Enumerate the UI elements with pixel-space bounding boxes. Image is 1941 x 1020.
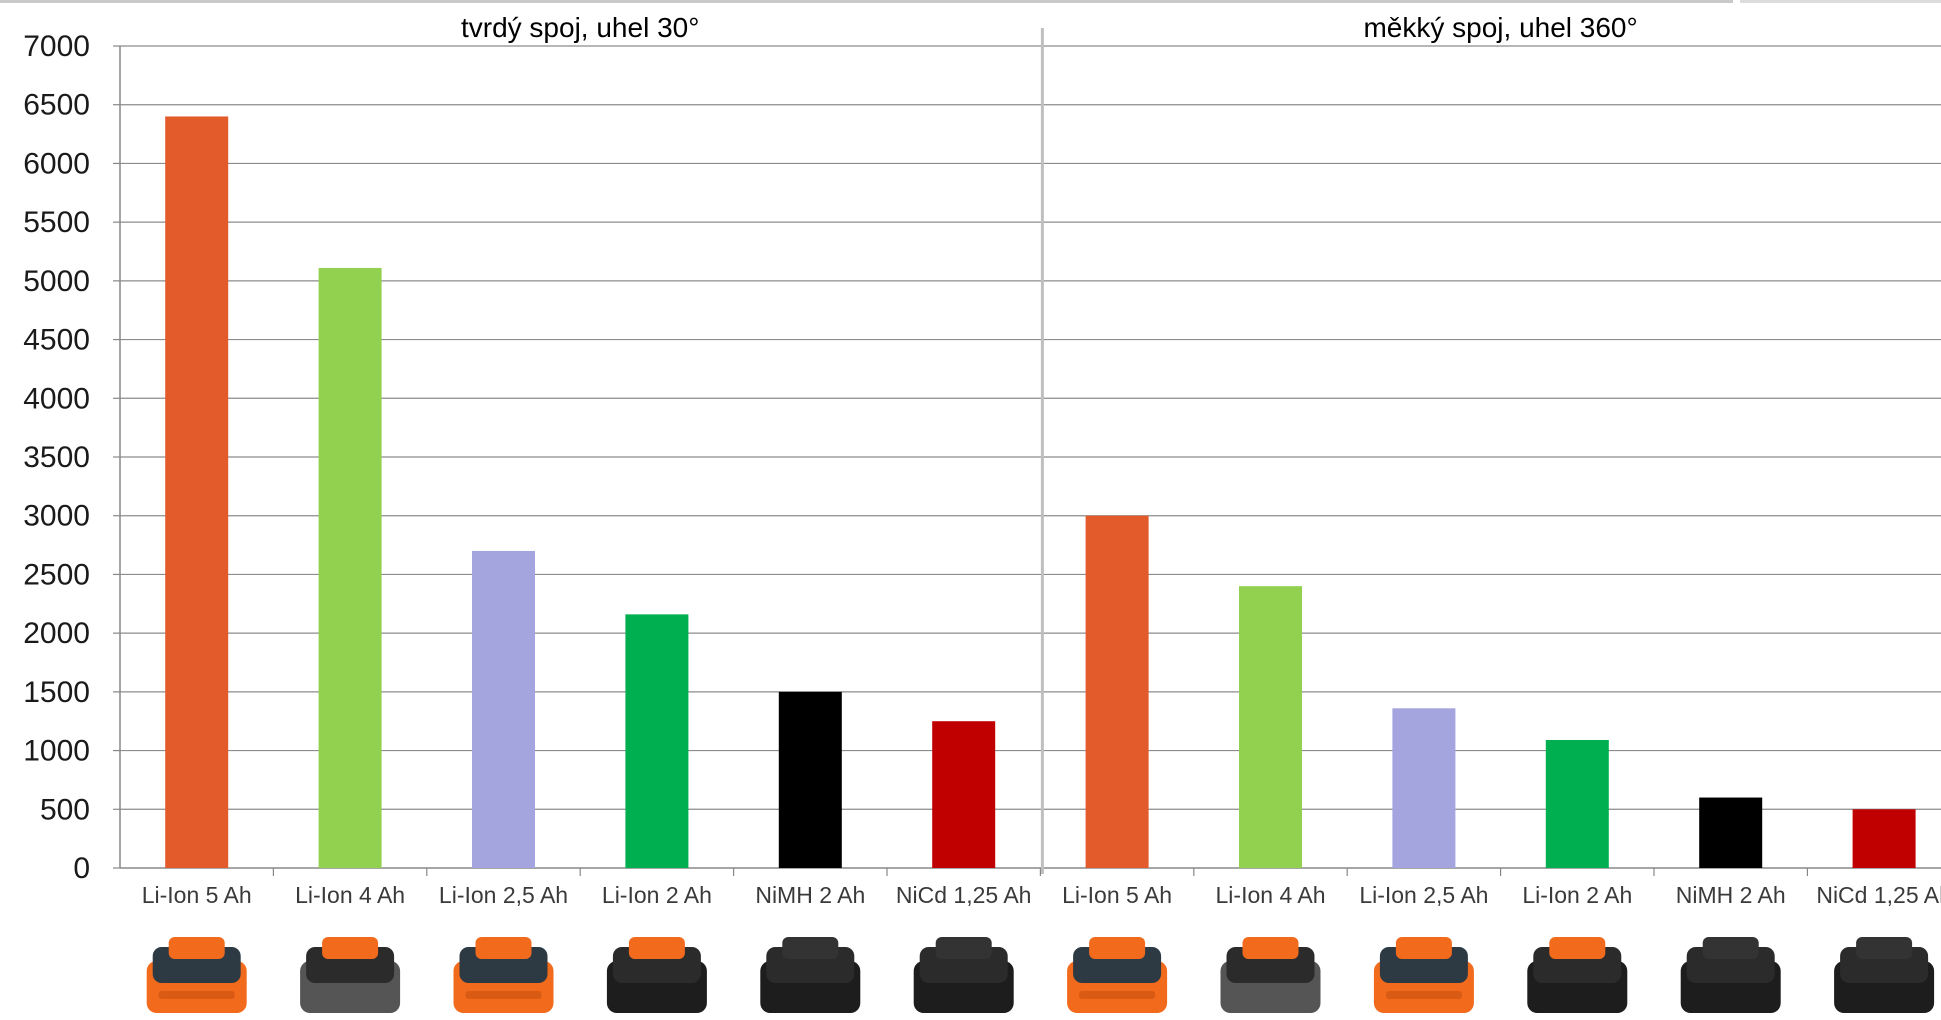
y-tick-label: 4500 [23, 324, 90, 357]
y-tick-label: 2000 [23, 617, 90, 650]
x-tick-label: Li-Ion 2,5 Ah [1359, 882, 1488, 908]
y-tick-label: 1500 [23, 676, 90, 709]
y-tick-label: 6500 [23, 89, 90, 122]
panel-titles: tvrdý spoj, uhel 30° měkký spoj, uhel 360… [461, 12, 1638, 43]
y-tick-label: 5500 [23, 206, 90, 239]
bar [1392, 708, 1456, 868]
orange-battery-icon [146, 937, 247, 1013]
y-tick-label: 7000 [23, 30, 90, 63]
top-border [0, 0, 1733, 3]
x-tick-label: Li-Ion 2,5 Ah [439, 882, 568, 908]
bar [932, 721, 996, 868]
gray-battery-icon [1220, 937, 1321, 1013]
bar [1545, 740, 1609, 868]
nicd-battery-icon [1834, 937, 1935, 1013]
y-tick-label: 4000 [23, 382, 90, 415]
bar [625, 614, 689, 868]
x-tick-label: Li-Ion 4 Ah [295, 882, 405, 908]
nimh-battery-icon [1680, 937, 1781, 1013]
bar [1239, 586, 1302, 868]
y-tick-label: 6000 [23, 147, 90, 180]
y-tick-label: 0 [73, 852, 90, 885]
top-border-right [1740, 0, 1941, 3]
y-tick-label: 3000 [23, 500, 90, 533]
nicd-battery-icon [913, 937, 1014, 1013]
bar [318, 267, 382, 868]
y-tick-label: 5000 [23, 265, 90, 298]
x-tick-label: NiCd 1,25 Ah [1816, 882, 1941, 908]
black-battery-icon [606, 937, 707, 1013]
orange-battery-icon [453, 937, 554, 1013]
x-tick-label: Li-Ion 5 Ah [142, 882, 252, 908]
gridlines [120, 28, 1941, 874]
black-battery-icon [1527, 937, 1628, 1013]
y-axis: 0 500 1000 1500 2000 2500 3000 3500 4000 4500 5000… [23, 30, 121, 885]
x-tick-label: NiCd 1,25 Ah [896, 882, 1032, 908]
bar [1699, 797, 1763, 868]
x-tick-label: NiMH 2 Ah [755, 882, 865, 908]
bars [165, 116, 1916, 868]
y-tick-label: 3500 [23, 441, 90, 474]
x-tick-label: Li-Ion 5 Ah [1062, 882, 1172, 908]
bar [1085, 515, 1149, 868]
x-tick-label: Li-Ion 2 Ah [602, 882, 712, 908]
panel-title: tvrdý spoj, uhel 30° [461, 12, 699, 43]
x-tick-label: Li-Ion 4 Ah [1216, 882, 1326, 908]
x-tick-label: NiMH 2 Ah [1676, 882, 1786, 908]
x-tick-label: Li-Ion 2 Ah [1522, 882, 1632, 908]
x-axis: Li-Ion 5 Ah Li-Ion 4 Ah Li-Ion 2,5 Ah Li-Io… [142, 868, 1941, 908]
y-tick-label: 1000 [23, 735, 90, 768]
gray-battery-icon [300, 937, 401, 1013]
y-tick-label: 2500 [23, 558, 90, 591]
nimh-battery-icon [760, 937, 861, 1013]
bar [472, 550, 535, 868]
panel-title: měkký spoj, uhel 360° [1363, 12, 1637, 43]
bar [778, 691, 842, 868]
battery-images [146, 937, 1935, 1013]
orange-battery-icon [1067, 937, 1168, 1013]
y-tick-label: 500 [40, 793, 90, 826]
bar [1852, 809, 1916, 868]
bar [165, 116, 229, 868]
orange-battery-icon [1373, 937, 1474, 1013]
